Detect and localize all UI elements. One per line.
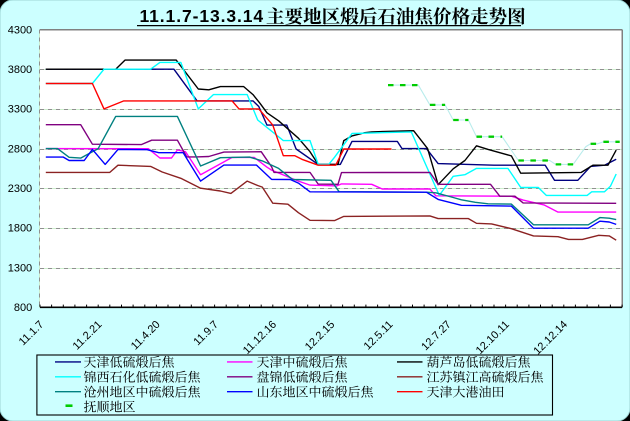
- svg-text:1800: 1800: [8, 223, 32, 235]
- svg-text:2800: 2800: [8, 143, 32, 155]
- svg-text:3300: 3300: [8, 104, 32, 116]
- svg-text:11.1.7-13.3.14: 11.1.7-13.3.14: [140, 6, 265, 26]
- svg-text:800: 800: [14, 302, 32, 314]
- svg-text:4300: 4300: [8, 24, 32, 36]
- svg-text:1300: 1300: [8, 262, 32, 274]
- svg-text:2300: 2300: [8, 183, 32, 195]
- svg-text:3800: 3800: [8, 64, 32, 76]
